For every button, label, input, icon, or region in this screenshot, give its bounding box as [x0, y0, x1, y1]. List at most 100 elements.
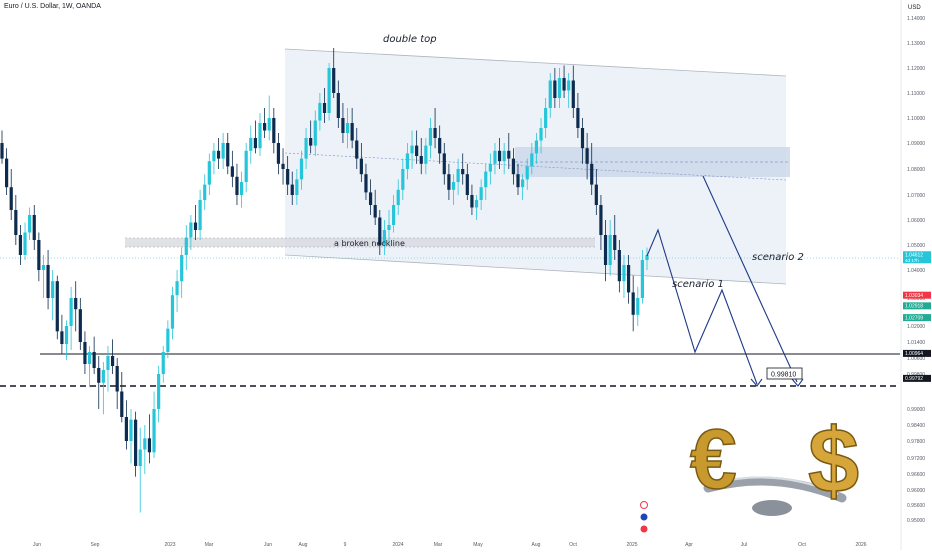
candle[interactable] — [553, 68, 557, 108]
double-top-label[interactable]: double top — [383, 34, 437, 45]
candle[interactable] — [631, 275, 635, 332]
candle[interactable] — [470, 184, 474, 215]
candle[interactable] — [309, 120, 313, 154]
candle[interactable] — [290, 171, 294, 205]
candle[interactable] — [613, 215, 617, 260]
candle[interactable] — [567, 73, 571, 108]
candle[interactable] — [221, 133, 225, 169]
candle[interactable] — [396, 179, 400, 215]
channel-upper-line[interactable] — [284, 48, 787, 77]
candle[interactable] — [253, 120, 257, 154]
scenario-2-label[interactable]: scenario 2 — [752, 252, 804, 263]
candle[interactable] — [97, 356, 101, 409]
candle[interactable] — [622, 255, 626, 298]
scenario-2-path[interactable] — [702, 175, 798, 383]
candle[interactable] — [322, 88, 327, 123]
candle[interactable] — [170, 286, 175, 340]
candle[interactable] — [345, 108, 350, 149]
neckline-label[interactable]: a broken neckline — [334, 239, 405, 248]
candle[interactable] — [216, 138, 221, 169]
candle[interactable] — [281, 148, 285, 185]
candle[interactable] — [295, 169, 299, 205]
candle[interactable] — [442, 143, 446, 185]
flash-event-icon[interactable] — [640, 501, 648, 509]
candle[interactable] — [332, 48, 336, 98]
candle[interactable] — [276, 133, 281, 175]
candle[interactable] — [562, 65, 566, 99]
candle[interactable] — [590, 143, 594, 195]
candle[interactable] — [115, 358, 119, 409]
candle[interactable] — [78, 298, 82, 350]
candle[interactable] — [465, 163, 469, 200]
candle[interactable] — [599, 195, 603, 250]
candle[interactable] — [617, 240, 621, 293]
candle[interactable] — [525, 158, 529, 190]
candle[interactable] — [69, 286, 73, 350]
candle[interactable] — [336, 80, 340, 129]
currency-label[interactable]: USD — [908, 5, 921, 11]
candle[interactable] — [585, 133, 589, 180]
candle[interactable] — [534, 133, 539, 164]
candle[interactable] — [364, 163, 368, 200]
candle[interactable] — [184, 225, 188, 270]
candle[interactable] — [175, 270, 179, 312]
candle[interactable] — [438, 125, 442, 164]
candle[interactable] — [106, 346, 110, 392]
candle[interactable] — [474, 195, 479, 220]
candle[interactable] — [521, 174, 525, 200]
candle[interactable] — [23, 222, 27, 261]
candle[interactable] — [120, 372, 124, 423]
candle[interactable] — [87, 346, 92, 388]
candle[interactable] — [83, 331, 87, 374]
candle[interactable] — [138, 427, 142, 513]
candle[interactable] — [359, 143, 363, 182]
candle[interactable] — [101, 362, 105, 415]
candle[interactable] — [55, 275, 59, 340]
symbol-title[interactable]: Euro / U.S. Dollar, 1W, OANDA — [4, 3, 101, 10]
candle[interactable] — [18, 225, 23, 265]
candle[interactable] — [32, 205, 36, 250]
candle[interactable] — [456, 158, 460, 195]
candle[interactable] — [37, 232, 41, 282]
candle[interactable] — [28, 207, 32, 241]
candle[interactable] — [401, 158, 405, 200]
candle[interactable] — [207, 153, 211, 195]
candle[interactable] — [299, 150, 304, 190]
candle[interactable] — [557, 68, 562, 108]
candle[interactable] — [51, 270, 55, 321]
candle[interactable] — [424, 138, 428, 175]
candle[interactable] — [92, 336, 96, 374]
candle[interactable] — [502, 143, 506, 175]
candle[interactable] — [447, 163, 451, 200]
candle[interactable] — [493, 143, 497, 175]
candle[interactable] — [235, 163, 239, 205]
candle[interactable] — [626, 255, 631, 304]
candle[interactable] — [304, 128, 308, 169]
candle[interactable] — [46, 250, 50, 310]
candle[interactable] — [382, 220, 386, 255]
scenario-1-label[interactable]: scenario 1 — [672, 279, 724, 290]
candle[interactable] — [392, 195, 396, 233]
candle[interactable] — [507, 133, 511, 169]
candle[interactable] — [272, 108, 276, 154]
candle[interactable] — [180, 247, 184, 299]
candle[interactable] — [461, 153, 465, 185]
candle[interactable] — [5, 148, 9, 195]
candle[interactable] — [189, 215, 193, 250]
candle[interactable] — [74, 281, 78, 332]
candle[interactable] — [576, 93, 580, 138]
candle[interactable] — [198, 189, 202, 240]
candle[interactable] — [428, 118, 433, 159]
candle[interactable] — [203, 174, 207, 210]
candle[interactable] — [544, 98, 548, 138]
candle[interactable] — [451, 174, 456, 205]
candle[interactable] — [143, 425, 147, 474]
candle[interactable] — [419, 138, 423, 175]
candle[interactable] — [212, 143, 216, 175]
us-event-icon[interactable] — [640, 525, 648, 533]
candle[interactable] — [244, 143, 248, 193]
candle[interactable] — [161, 346, 165, 383]
candle[interactable] — [484, 163, 488, 200]
candle[interactable] — [378, 210, 382, 255]
